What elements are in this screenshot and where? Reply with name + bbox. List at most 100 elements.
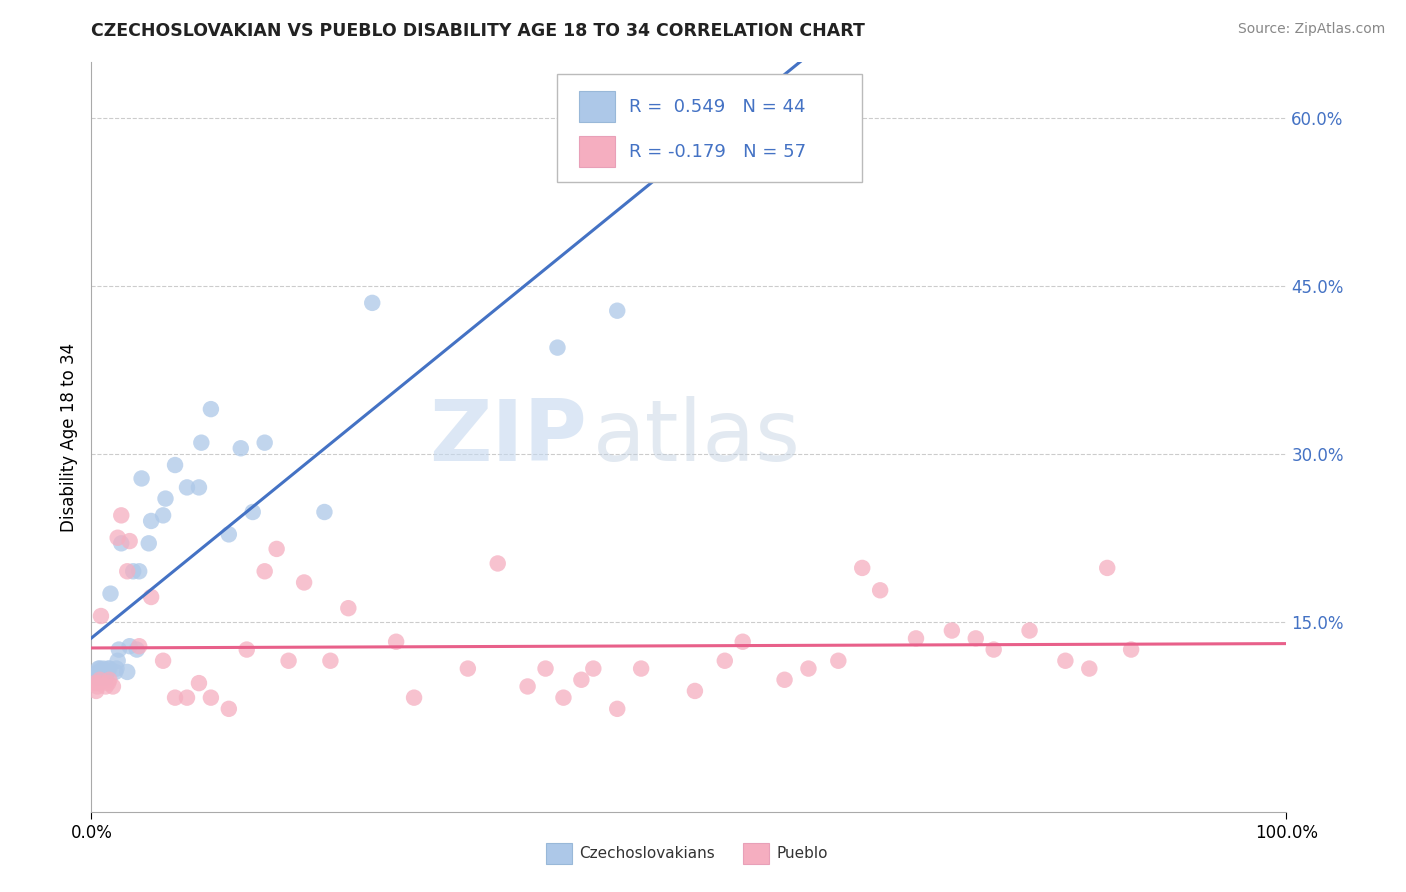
Point	[314, 505, 336, 519]
Point	[94, 671, 117, 685]
Point	[1018, 624, 1040, 638]
Point	[138, 536, 160, 550]
Point	[516, 680, 538, 694]
Point	[105, 662, 128, 676]
Point	[118, 639, 141, 653]
FancyBboxPatch shape	[558, 74, 862, 182]
Point	[253, 564, 276, 578]
Point	[773, 673, 796, 687]
Point	[683, 684, 706, 698]
Point	[141, 590, 162, 604]
Point	[827, 654, 849, 668]
Point	[94, 680, 117, 694]
Point	[235, 642, 259, 657]
Point	[86, 671, 108, 685]
Point	[1054, 654, 1077, 668]
Point	[100, 587, 122, 601]
Point	[141, 514, 162, 528]
Point	[90, 671, 112, 685]
Point	[404, 690, 426, 705]
Text: ZIP: ZIP	[430, 395, 588, 479]
FancyBboxPatch shape	[546, 843, 572, 864]
Point	[582, 662, 605, 676]
Point	[122, 564, 145, 578]
Point	[731, 634, 754, 648]
Point	[128, 639, 150, 653]
Point	[84, 684, 107, 698]
Point	[218, 702, 240, 716]
Point	[190, 435, 212, 450]
Point	[98, 673, 121, 687]
Point	[155, 491, 177, 506]
Point	[118, 534, 141, 549]
Point	[547, 341, 569, 355]
Point	[107, 531, 129, 545]
Point	[571, 673, 593, 687]
Point	[93, 662, 114, 676]
Y-axis label: Disability Age 18 to 34: Disability Age 18 to 34	[59, 343, 77, 532]
Point	[200, 690, 222, 705]
Point	[606, 702, 628, 716]
Point	[84, 676, 107, 690]
Point	[1097, 561, 1119, 575]
Point	[983, 642, 1005, 657]
Point	[534, 662, 557, 676]
Point	[797, 662, 820, 676]
Point	[163, 458, 186, 472]
Point	[87, 665, 110, 679]
Point	[337, 601, 360, 615]
Point	[319, 654, 342, 668]
Point	[277, 654, 299, 668]
Point	[98, 662, 121, 676]
Point	[110, 536, 132, 550]
Point	[200, 402, 222, 417]
Point	[242, 505, 264, 519]
Point	[97, 676, 120, 690]
Point	[89, 671, 111, 685]
Point	[229, 442, 252, 456]
Text: Pueblo: Pueblo	[776, 847, 828, 861]
Point	[1078, 662, 1101, 676]
FancyBboxPatch shape	[579, 136, 614, 168]
Point	[96, 665, 118, 679]
Point	[292, 575, 315, 590]
Point	[115, 665, 138, 679]
Point	[87, 662, 110, 676]
Point	[93, 665, 114, 679]
Point	[851, 561, 873, 575]
Point	[176, 480, 198, 494]
Point	[104, 665, 127, 679]
Point	[86, 680, 108, 694]
Point	[965, 632, 987, 646]
Point	[176, 690, 198, 705]
Text: Source: ZipAtlas.com: Source: ZipAtlas.com	[1237, 22, 1385, 37]
Point	[87, 676, 110, 690]
Point	[869, 583, 891, 598]
Point	[90, 665, 112, 679]
Point	[163, 690, 186, 705]
Point	[253, 435, 276, 450]
Text: Czechoslovakians: Czechoslovakians	[579, 847, 714, 861]
Point	[97, 662, 120, 676]
FancyBboxPatch shape	[579, 91, 614, 122]
Text: atlas: atlas	[593, 395, 801, 479]
Point	[486, 557, 509, 571]
Point	[1119, 642, 1142, 657]
Point	[110, 508, 132, 523]
Point	[107, 654, 129, 668]
Point	[385, 634, 408, 648]
Point	[714, 654, 737, 668]
Point	[361, 296, 384, 310]
Point	[128, 564, 150, 578]
Point	[553, 690, 575, 705]
Point	[89, 673, 111, 687]
Point	[457, 662, 479, 676]
Point	[152, 654, 174, 668]
Point	[89, 662, 111, 676]
Point	[101, 680, 124, 694]
Point	[131, 471, 153, 485]
Point	[84, 671, 107, 685]
Point	[152, 508, 174, 523]
FancyBboxPatch shape	[742, 843, 769, 864]
Point	[115, 564, 138, 578]
